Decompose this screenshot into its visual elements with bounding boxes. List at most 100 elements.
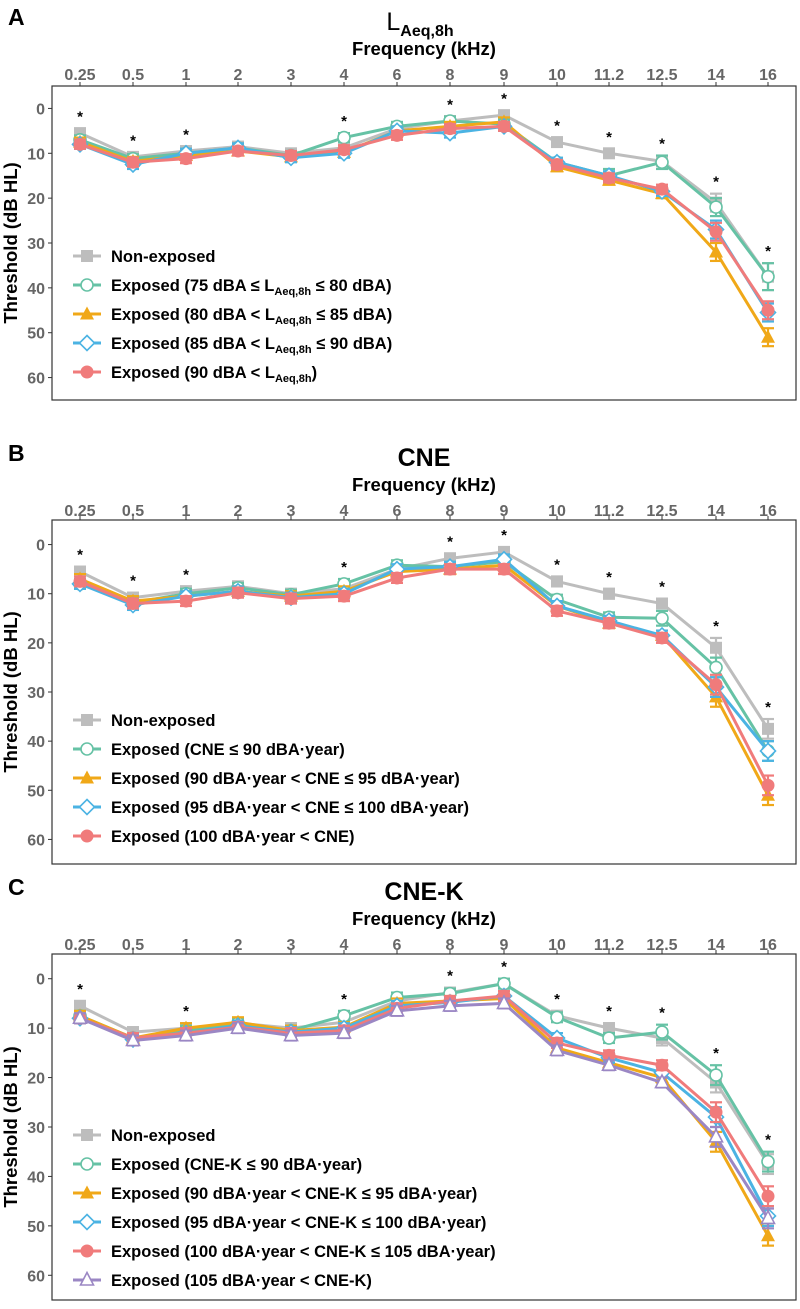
data-point [389,1001,405,1017]
y-tick-label: 30 [27,1120,45,1137]
x-tick-label: 0.25 [64,503,95,520]
legend-marker [79,1270,95,1286]
legend-marker [78,798,96,816]
legend-label: Exposed (100 dBA·year < CNE-K ≤ 105 dBA·… [111,1243,496,1261]
data-point [761,1154,775,1169]
data-point [550,604,564,618]
y-tick-label: 40 [27,734,45,751]
legend-label-text: ) [312,364,318,382]
legend-label-subscript: Aeq,8h [275,344,312,356]
legend-label: Exposed (105 dBA·year < CNE-K) [111,1272,372,1290]
title-main: CNE-K [384,878,463,906]
data-point [656,597,668,610]
legend-label-text: Exposed (85 dBA < L [111,335,275,353]
legend-item: Exposed (90 dBA < LAeq,8h) [73,364,317,385]
legend-item: Non-exposed [73,1127,216,1145]
y-tick-label: 30 [27,685,45,702]
significance-star: * [447,97,453,114]
y-tick-label: 10 [27,587,45,604]
legend-label-text: Exposed (90 dBA·year < CNE ≤ 95 dBA·year… [111,770,460,788]
x-tick-label: 1 [182,937,191,954]
legend-label-subscript: Aeq,8h [274,286,311,298]
legend-label-text: ≤ 85 dBA) [312,306,393,324]
title-main: CNE [398,444,451,472]
legend-item: Exposed (75 dBA ≤ LAeq,8h ≤ 80 dBA) [73,277,392,298]
data-point [761,269,775,284]
x-tick-label: 1 [182,67,191,84]
data-point [549,1041,565,1057]
y-tick-label: 0 [36,101,45,118]
x-tick-label: 9 [500,503,509,520]
data-point [442,996,458,1012]
legend-label: Exposed (100 dBA·year < CNE) [111,828,354,846]
x-tick-label: 3 [287,67,296,84]
significance-star: * [183,127,189,144]
y-tick-label: 0 [36,538,45,555]
panel-letter: C [8,874,25,900]
data-point [443,562,457,576]
legend-label-text: Exposed (95 dBA·year < CNE ≤ 100 dBA·yea… [111,799,469,817]
y-tick-label: 50 [27,1219,45,1236]
x-tick-label: 12.5 [646,503,677,520]
legend-marker [80,278,94,292]
x-tick-label: 12.5 [646,937,677,954]
panel-title: CNE [398,444,451,472]
x-tick-label: 0.5 [122,67,144,84]
data-point [654,1073,670,1089]
data-point [603,1022,615,1035]
data-point [125,1031,141,1047]
x-tick-label: 11.2 [594,937,624,954]
data-point [708,1127,724,1143]
significance-star: * [501,527,507,544]
data-point [337,589,351,603]
x-tick-label: 9 [500,937,509,954]
data-point [762,722,774,735]
significance-star: * [183,1003,189,1020]
data-point [603,147,615,160]
legend-label: Exposed (80 dBA < LAeq,8h ≤ 85 dBA) [111,306,392,327]
significance-star: * [130,132,136,149]
series-2 [73,554,775,762]
significance-star: * [341,113,347,130]
panel-letter: B [8,440,25,466]
data-point [655,1058,669,1072]
legend-marker [80,1157,94,1171]
data-point [178,1026,194,1042]
data-point [655,155,669,170]
legend-label-text: Non-exposed [111,248,216,266]
x-tick-label: 0.25 [64,67,95,84]
x-tick-label: 14 [707,67,725,84]
x-tick-label: 10 [548,937,566,954]
legend-item: Exposed (100 dBA·year < CNE-K ≤ 105 dBA·… [73,1243,496,1261]
legend-label-text: Non-exposed [111,1127,216,1145]
panel-title: CNE-K [384,878,463,906]
legend-label: Exposed (CNE ≤ 90 dBA·year) [111,741,345,759]
data-point [336,1023,352,1039]
data-point [497,562,511,576]
data-point [179,594,193,608]
y-axis-title: Threshold (dB HL) [0,1046,21,1207]
series-6 [72,994,776,1230]
data-point [709,200,723,214]
legend-label: Non-exposed [111,1127,216,1145]
series-line [79,120,770,338]
x-tick-label: 16 [759,67,777,84]
data-point [603,587,615,600]
legend-marker [80,1244,94,1258]
series-line [79,550,770,730]
x-axis-title: Frequency (kHz) [352,908,496,929]
significance-star: * [77,109,83,126]
x-tick-label: 12.5 [646,67,677,84]
legend-item: Exposed (80 dBA < LAeq,8h ≤ 85 dBA) [73,306,392,327]
legend-item: Exposed (CNE-K ≤ 90 dBA·year) [73,1156,362,1174]
y-tick-label: 0 [36,972,45,989]
data-point [284,592,298,606]
legend-marker [81,714,93,726]
legend-item: Exposed (95 dBA·year < CNE ≤ 100 dBA·yea… [73,798,469,817]
data-point [709,244,723,258]
x-tick-label: 4 [340,503,349,520]
series-3 [73,990,775,1247]
series-line [79,994,770,1197]
y-tick-label: 40 [27,281,45,298]
data-point [126,597,140,611]
